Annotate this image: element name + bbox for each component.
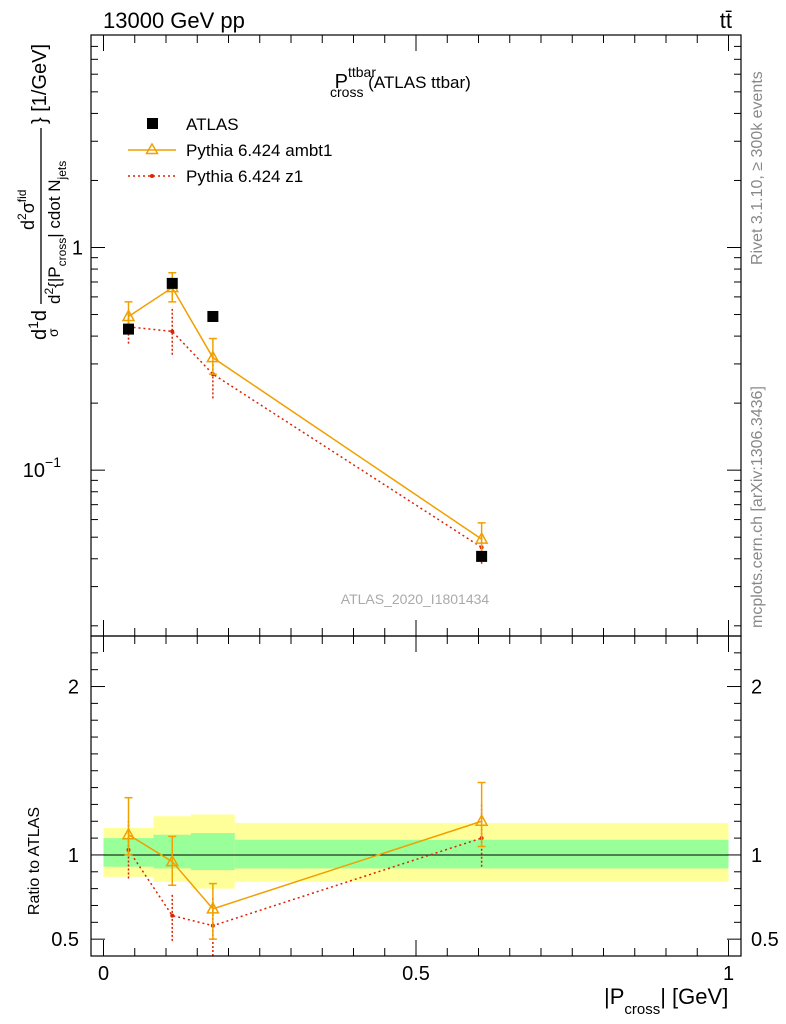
x-axis-label-tail: | [GeV] <box>660 984 728 1009</box>
ratio-pythia-6-424-ambt1-marker <box>121 827 136 840</box>
main-panel: 10−1 1 Pttbar cross (ATLAS ttbar) ATLAS_20… <box>15 34 742 637</box>
analysis-watermark: ATLAS_2020_I1801434 <box>341 591 490 607</box>
ratio-y-tick-label-left: 0.5 <box>51 929 79 951</box>
main-panel-data <box>121 272 489 564</box>
legend-z1-label: Pythia 6.424 z1 <box>186 167 303 186</box>
main-y-tick-label: 1 <box>72 237 83 259</box>
mcplots-credit-label: mcplots.cern.ch [arXiv:1306.3436] <box>749 386 766 628</box>
ratio-pythia-6-424-z1-marker <box>170 913 175 918</box>
title-subscript: cross <box>330 84 363 100</box>
main-panel-ticks: 10−1 1 <box>23 34 741 636</box>
header-process-label: tt̄ <box>720 8 732 33</box>
main-atlas-marker <box>476 550 488 562</box>
title-superscript: ttbar <box>348 64 376 80</box>
legend: ATLAS Pythia 6.424 ambt1 Pythia 6.424 z1 <box>128 115 332 186</box>
x-axis-label-subscript: cross <box>624 1001 660 1018</box>
ratio-panel-ticks: 0.5 0.5 1 1 2 2 0 0.5 1 <box>51 635 779 985</box>
legend-atlas-marker <box>147 118 158 129</box>
ratio-x-tick-label: 0.5 <box>402 963 430 985</box>
ratio-pythia-6-424-ambt1-marker <box>474 813 489 827</box>
main-atlas-marker <box>166 277 178 289</box>
header-energy-label: 13000 GeV pp <box>103 8 245 33</box>
main-y-tick-label: 10−1 <box>23 454 61 482</box>
ratio-panel-frame <box>90 635 742 957</box>
ratio-y-tick-label-left: 2 <box>68 677 79 699</box>
ratio-pythia-6-424-ambt1-line <box>128 820 482 910</box>
main-atlas-marker <box>207 310 219 322</box>
main-pythia-6-424-ambt1-marker <box>121 308 136 322</box>
ratio-x-tick-label: 1 <box>723 963 734 985</box>
y-axis-label-fraction-top: d2σfid <box>15 190 38 231</box>
legend-ambt1-label: Pythia 6.424 ambt1 <box>186 141 332 160</box>
title-main: P <box>335 71 348 93</box>
main-pythia-6-424-ambt1-line <box>128 286 483 540</box>
ratio-panel-data <box>121 781 489 956</box>
ratio-y-tick-label-left: 1 <box>68 845 79 867</box>
ratio-band-inner <box>191 833 235 871</box>
main-y-tick-exponent: −1 <box>45 454 61 470</box>
main-pythia-6-424-z1-marker <box>170 329 175 334</box>
main-pythia-6-424-ambt1-marker <box>474 531 489 544</box>
ratio-y-axis-label: Ratio to ATLAS <box>26 807 43 915</box>
x-axis-label-main: |P <box>604 984 624 1009</box>
ratio-y-tick-label-right: 0.5 <box>751 929 779 951</box>
ratio-x-tick-label: 0 <box>98 963 109 985</box>
rivet-version-label: Rivet 3.1.10, ≥ 300k events <box>749 71 766 265</box>
y-axis-label-units: } [1/GeV] <box>29 44 51 124</box>
legend-ambt1-marker <box>145 142 159 155</box>
y-axis-label-fraction-bottom: d2{|Pcross| cdot Njets <box>42 161 69 304</box>
ratio-panel: 0.5 0.5 1 1 2 2 0 0.5 1 Ratio to ATLAS |Pcross| … <box>26 635 779 1018</box>
main-y-axis-label: d1d σ d2σfid d2{|Pcross| cdot Njets } [1… <box>15 44 69 340</box>
legend-atlas-label: ATLAS <box>186 115 239 134</box>
main-atlas-marker <box>123 323 134 335</box>
title-tail: (ATLAS ttbar) <box>363 73 470 92</box>
main-pythia-6-424-ambt1-marker <box>206 350 220 363</box>
main-plot-title: Pttbar cross (ATLAS ttbar) <box>330 64 471 100</box>
ratio-uncertainty-bands <box>103 814 729 889</box>
ratio-pythia-6-424-ambt1-marker <box>165 854 180 867</box>
y-axis-label-sigma: σ <box>45 328 61 337</box>
ratio-y-tick-label-right: 2 <box>751 677 762 699</box>
main-pythia-6-424-z1-line <box>128 326 483 549</box>
ratio-y-tick-label-right: 1 <box>751 845 762 867</box>
ratio-x-axis-label: |Pcross| [GeV] <box>604 984 728 1018</box>
legend-z1-marker <box>150 174 154 178</box>
ratio-pythia-6-424-ambt1-marker <box>206 901 220 914</box>
